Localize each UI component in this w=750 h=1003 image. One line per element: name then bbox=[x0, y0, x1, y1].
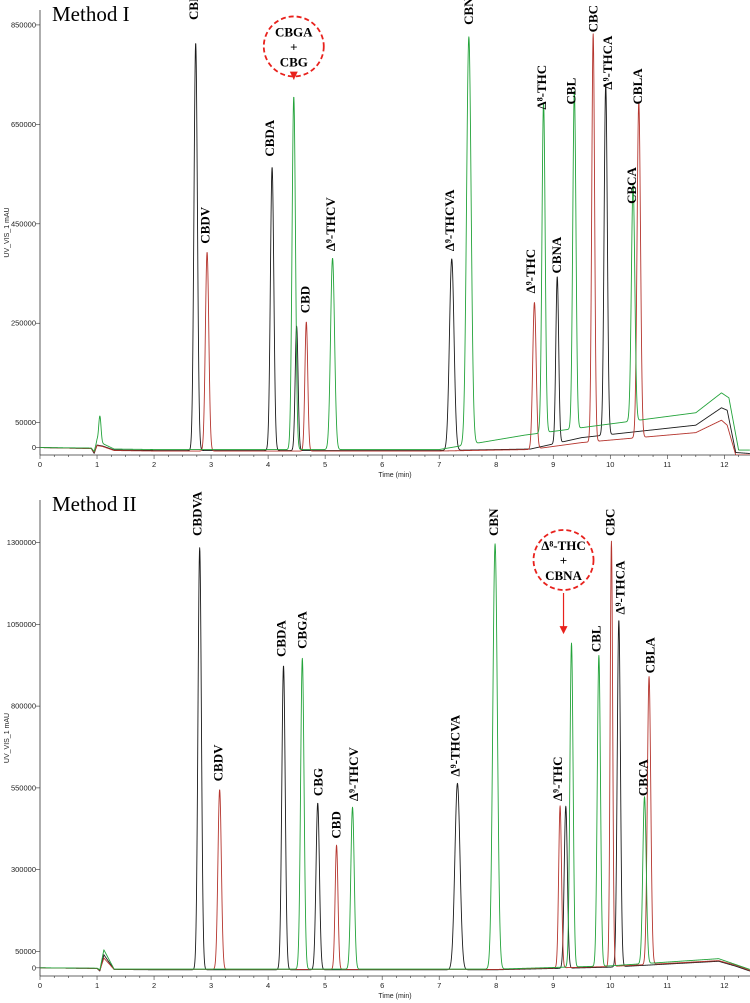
x-tick-label: 6 bbox=[380, 460, 384, 469]
panel-title: Method II bbox=[52, 492, 137, 516]
x-tick-label: 11 bbox=[663, 460, 671, 469]
y-tick-label: 550000 bbox=[11, 783, 36, 792]
x-tick-label: 0 bbox=[38, 981, 42, 990]
x-tick-label: 11 bbox=[663, 981, 671, 990]
x-tick-label: 5 bbox=[323, 981, 327, 990]
peak-label: CBN bbox=[461, 0, 476, 25]
x-axis-title: Time (min) bbox=[378, 993, 411, 1000]
y-tick-label: 300000 bbox=[11, 865, 36, 874]
peak-label: CBCA bbox=[624, 166, 639, 203]
peak-label: CBLA bbox=[642, 637, 657, 674]
y-axis-title: UV_VIS_1 mAU bbox=[4, 713, 11, 763]
x-tick-label: 9 bbox=[551, 981, 555, 990]
callout: Δ⁸-THC+CBNA bbox=[532, 529, 595, 635]
peak-label: Δ⁸-THC bbox=[534, 65, 549, 110]
series-green-trace bbox=[40, 543, 750, 971]
callout-arrow-head bbox=[289, 71, 298, 80]
peak-label: CBC bbox=[602, 509, 617, 536]
x-tick-label: 2 bbox=[152, 460, 156, 469]
x-tick-label: 0 bbox=[38, 460, 42, 469]
peak-label: CBL bbox=[589, 625, 604, 652]
x-tick-label: 5 bbox=[323, 460, 327, 469]
x-tick-label: 8 bbox=[494, 981, 498, 990]
y-tick-label: 650000 bbox=[11, 120, 36, 129]
callout-circle bbox=[532, 529, 595, 591]
peak-label: CBD bbox=[329, 811, 344, 838]
peak-label: CBG bbox=[310, 768, 325, 796]
peak-label: CBDVA bbox=[190, 491, 205, 536]
callout-text: Δ⁸-THC bbox=[541, 538, 586, 553]
peak-label: CBNA bbox=[549, 236, 564, 273]
x-tick-label: 4 bbox=[266, 460, 270, 469]
series-green-trace bbox=[40, 36, 750, 452]
panel-2: 0 1 2 3 4 5 6 7 8 9 10 11 12050000300000550000800000… bbox=[4, 491, 750, 1000]
peak-label: CBLA bbox=[630, 68, 645, 105]
x-tick-label: 1 bbox=[95, 981, 99, 990]
peak-label: Δ⁹-THCVA bbox=[442, 189, 457, 251]
peak-label: Δ⁹-THCV bbox=[346, 746, 361, 801]
peak-label: CBD bbox=[297, 286, 312, 313]
peak-label: CBCA bbox=[635, 759, 650, 796]
x-tick-label: 6 bbox=[380, 981, 384, 990]
x-tick-label: 4 bbox=[266, 981, 270, 990]
y-tick-label: 0 bbox=[32, 443, 36, 452]
peak-label: CBDV bbox=[198, 206, 213, 243]
callout-text: + bbox=[290, 39, 297, 54]
series-black-trace bbox=[40, 43, 750, 454]
y-tick-label: 1300000 bbox=[7, 538, 36, 547]
y-tick-label: 1050000 bbox=[7, 620, 36, 629]
x-tick-label: 8 bbox=[494, 460, 498, 469]
peak-label: CBL bbox=[564, 77, 579, 104]
peak-label: Δ⁹-THC bbox=[523, 249, 538, 294]
peak-label: CBGA bbox=[294, 611, 309, 649]
x-tick-label: 10 bbox=[606, 460, 614, 469]
callout-text: CBGA bbox=[275, 24, 313, 39]
peak-label: CBC bbox=[585, 5, 600, 32]
callout-text: CBNA bbox=[545, 568, 582, 583]
y-tick-label: 250000 bbox=[11, 319, 36, 328]
peak-label: CBDVA bbox=[186, 0, 201, 20]
x-tick-label: 12 bbox=[720, 981, 728, 990]
y-tick-label: 0 bbox=[32, 963, 36, 972]
y-tick-label: 50000 bbox=[15, 947, 36, 956]
panel-1: 0 1 2 3 4 5 6 7 8 9 10 11 12050000250000450000650000… bbox=[4, 0, 750, 479]
x-tick-label: 1 bbox=[95, 460, 99, 469]
x-tick-label: 2 bbox=[152, 981, 156, 990]
x-axis-title: Time (min) bbox=[378, 472, 411, 479]
peak-label: CBDV bbox=[211, 744, 226, 781]
callout-text: + bbox=[560, 553, 567, 568]
x-tick-label: 7 bbox=[437, 981, 441, 990]
callout-arrow-head bbox=[559, 626, 568, 635]
y-tick-label: 450000 bbox=[11, 219, 36, 228]
peak-label: Δ⁹-THCA bbox=[613, 560, 628, 615]
y-tick-label: 850000 bbox=[11, 20, 36, 29]
peak-label: Δ⁹-THCV bbox=[323, 197, 338, 252]
peak-label: CBDA bbox=[273, 620, 288, 657]
peak-label: CBDA bbox=[262, 119, 277, 156]
peak-label: Δ⁹-THC bbox=[550, 756, 565, 801]
y-tick-label: 800000 bbox=[11, 702, 36, 711]
panel-title: Method I bbox=[52, 2, 130, 26]
callout-circle bbox=[262, 15, 325, 78]
peak-label: CBN bbox=[486, 508, 501, 536]
callout-text: CBG bbox=[280, 54, 308, 69]
x-tick-label: 9 bbox=[551, 460, 555, 469]
y-tick-label: 50000 bbox=[15, 418, 36, 427]
series-red-trace bbox=[40, 540, 750, 971]
series-red-trace bbox=[40, 33, 750, 455]
x-tick-label: 12 bbox=[720, 460, 728, 469]
x-tick-label: 3 bbox=[209, 460, 213, 469]
x-tick-label: 3 bbox=[209, 981, 213, 990]
peak-label: Δ⁹-THCA bbox=[600, 35, 615, 90]
x-tick-label: 10 bbox=[606, 981, 614, 990]
callout: CBGA+CBG bbox=[262, 15, 325, 80]
y-axis-title: UV_VIS_1 mAU bbox=[4, 207, 11, 257]
peak-label: Δ⁹-THCVA bbox=[447, 714, 462, 776]
x-tick-label: 7 bbox=[437, 460, 441, 469]
